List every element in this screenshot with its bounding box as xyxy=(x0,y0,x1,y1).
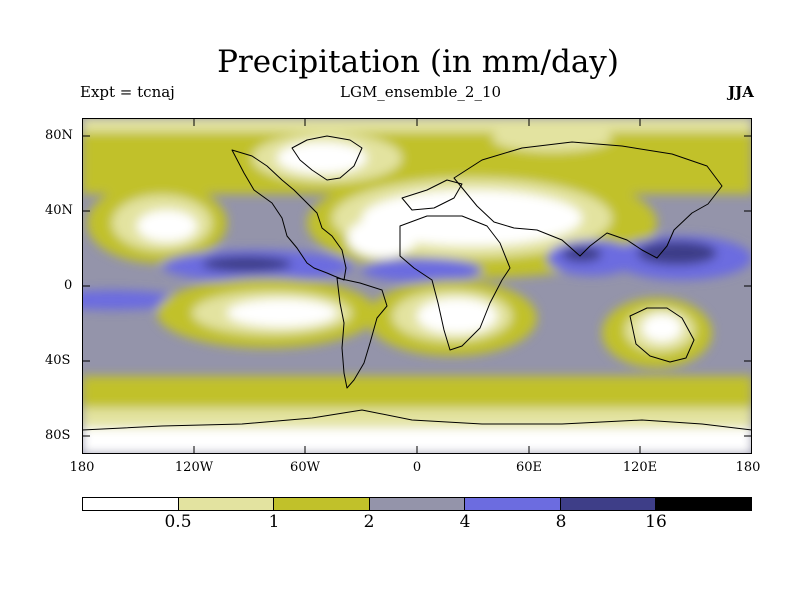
colorbar-label-0-5: 0.5 xyxy=(164,512,192,532)
tick-marks xyxy=(82,118,752,454)
lat-label-40s: 40S xyxy=(45,353,71,368)
colorbar-label-16: 16 xyxy=(645,512,667,532)
field-sepac-dry xyxy=(227,299,337,327)
field-npac-dry xyxy=(137,210,197,242)
lat-label-0: 0 xyxy=(64,278,73,293)
field-australia-dry xyxy=(642,314,682,342)
lon-label-60w: 60W xyxy=(290,460,320,475)
lon-label-60e: 60E xyxy=(515,460,543,475)
season-label: JJA xyxy=(728,83,754,101)
colorbar-segment xyxy=(560,498,657,510)
colorbar-segment xyxy=(656,498,752,510)
field-safrica-dry xyxy=(417,298,497,334)
coast-south-america xyxy=(336,277,388,389)
field-spcz xyxy=(82,290,182,310)
colorbar-segment xyxy=(465,498,561,510)
field-greenland-dry xyxy=(277,142,367,174)
colorbar-label-8: 8 xyxy=(555,512,567,532)
field-sahara-dry xyxy=(362,190,582,246)
colorbar-label-1: 1 xyxy=(268,512,280,532)
coast-greenland xyxy=(291,135,363,181)
colorbar-segment xyxy=(274,498,370,510)
colorbar-segment xyxy=(369,498,466,510)
precipitation-map xyxy=(82,118,752,454)
colorbar-label-2: 2 xyxy=(363,512,375,532)
map-title: Precipitation (in mm/day) xyxy=(217,44,619,80)
coast-australia xyxy=(629,307,695,363)
coastlines xyxy=(82,135,752,431)
colorbar-label-4: 4 xyxy=(459,512,471,532)
lat-label-40n: 40N xyxy=(45,203,73,218)
lon-label-180e: 180 xyxy=(735,460,761,475)
coast-africa xyxy=(399,215,511,351)
field-wpac-8-16 xyxy=(637,241,717,265)
experiment-label: Expt = tcnaj xyxy=(80,83,175,101)
field-atl-itcz xyxy=(362,258,482,282)
lon-label-180w: 180 xyxy=(69,460,95,475)
colorbar xyxy=(82,497,752,511)
colorbar-segment xyxy=(178,498,275,510)
field-epac-8-16 xyxy=(202,256,292,272)
lon-label-0: 0 xyxy=(412,460,422,475)
lon-label-120e: 120E xyxy=(622,460,658,475)
field-siberia-light xyxy=(492,124,612,152)
lat-label-80n: 80N xyxy=(45,128,73,143)
lat-label-80s: 80S xyxy=(45,428,71,443)
coast-asia xyxy=(453,141,723,259)
coast-antarctica xyxy=(82,409,752,431)
ensemble-label: LGM_ensemble_2_10 xyxy=(340,83,502,101)
coast-europe xyxy=(401,179,463,211)
colorbar-segment xyxy=(83,498,179,510)
lon-label-120w: 120W xyxy=(174,460,214,475)
map-svg xyxy=(82,118,752,454)
